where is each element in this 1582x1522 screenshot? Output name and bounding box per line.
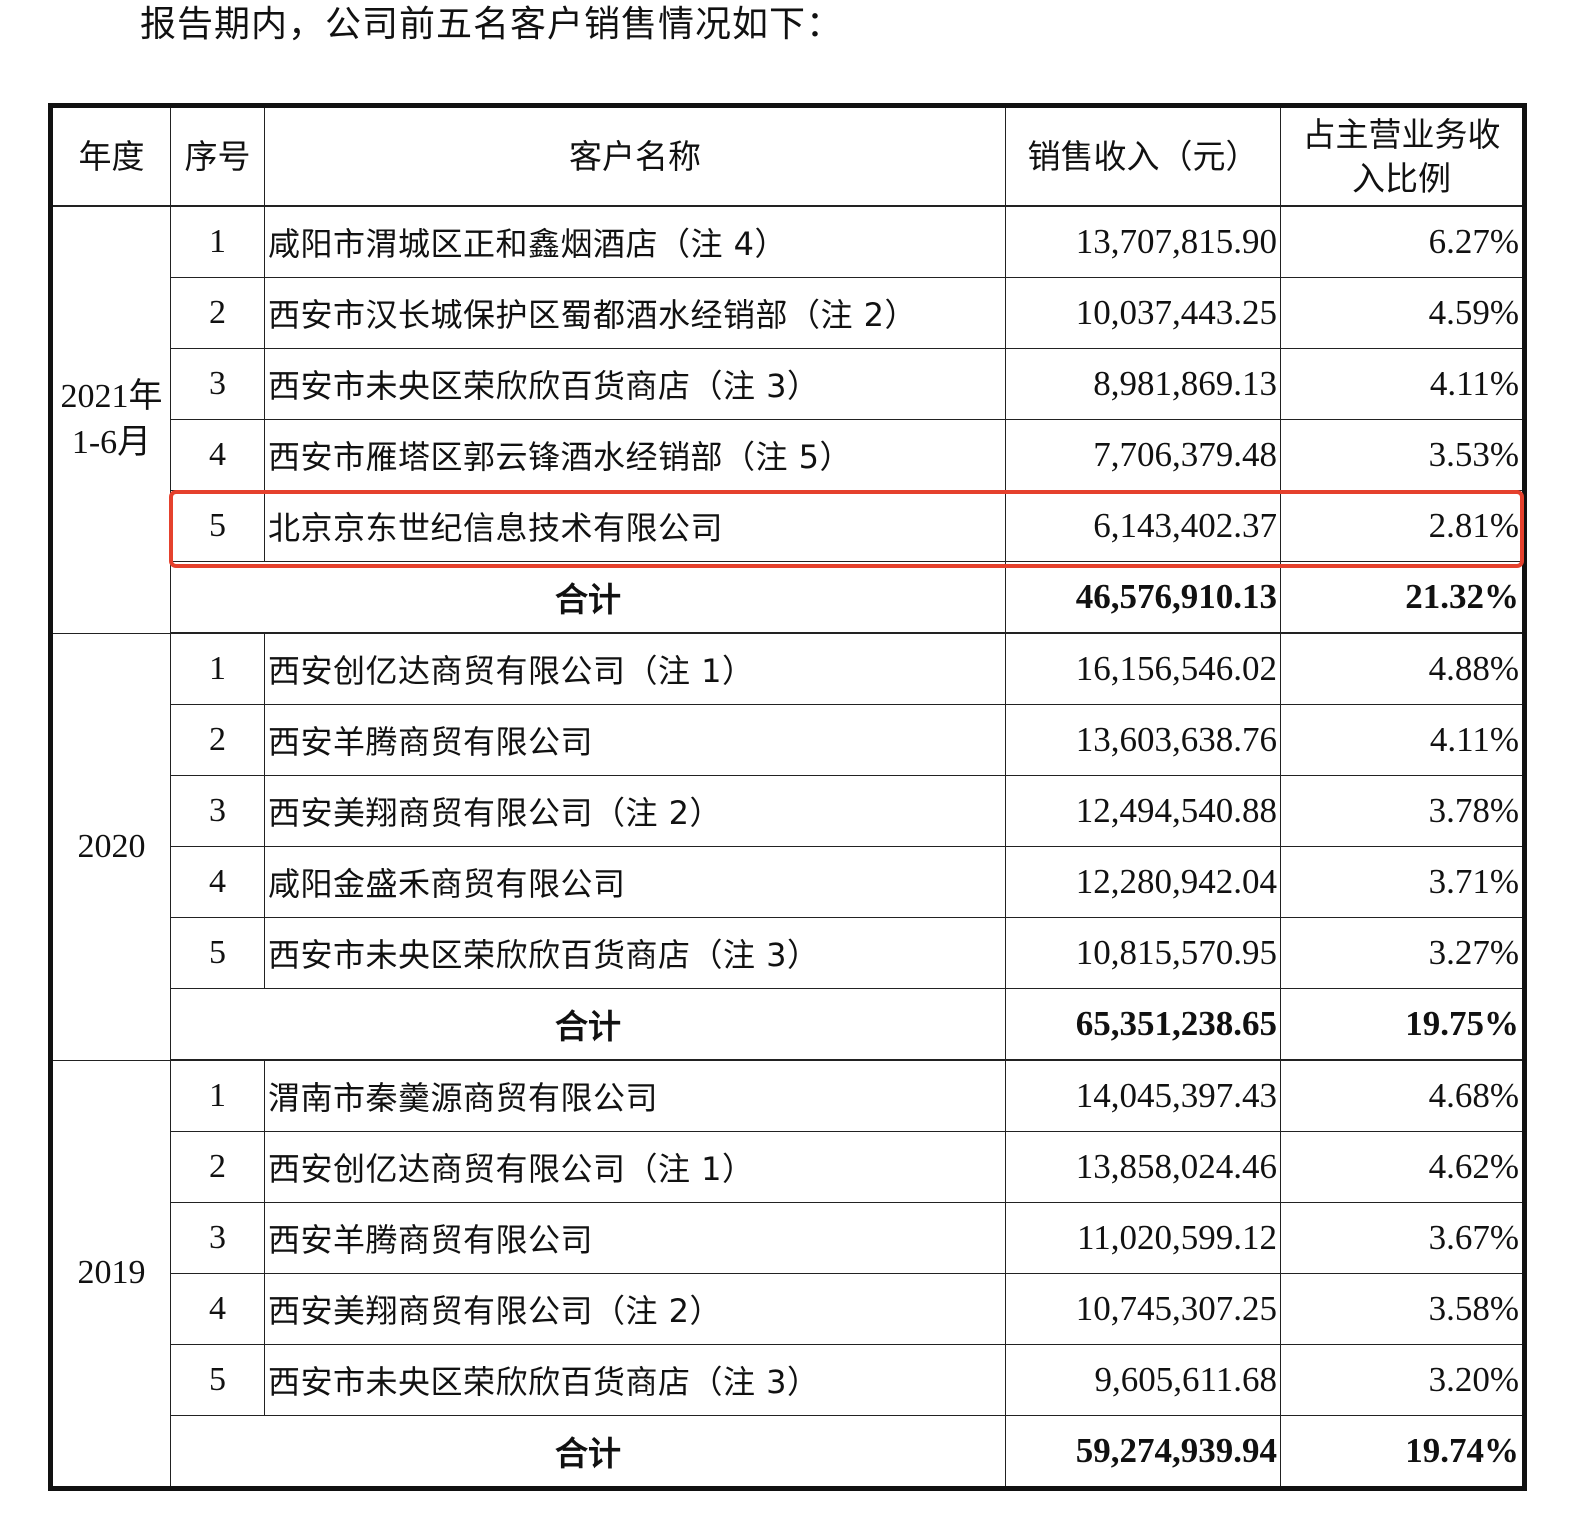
customer-name: 西安羊腾商贸有限公司	[264, 704, 1006, 776]
table-row: 5 西安市未央区荣欣欣百货商店（注 3） 10,815,570.95 3.27%	[51, 917, 1525, 989]
row-no: 3	[170, 775, 265, 847]
total-revenue: 59,274,939.94	[1005, 1415, 1281, 1489]
revenue-value: 13,603,638.76	[1005, 704, 1281, 776]
total-row: 合计 46,576,910.13 21.32%	[51, 561, 1525, 634]
revenue-value: 14,045,397.43	[1005, 1059, 1281, 1132]
table-row: 2021年1-6月 1 咸阳市渭城区正和鑫烟酒店（注 4） 13,707,815…	[50, 205, 1525, 634]
total-revenue-share: 19.75%	[1280, 988, 1525, 1061]
customer-name: 西安市雁塔区郭云锋酒水经销部（注 5）	[264, 419, 1006, 491]
table-row: 3 西安市未央区荣欣欣百货商店（注 3） 8,981,869.13 4.11%	[51, 348, 1525, 420]
revenue-value: 13,858,024.46	[1005, 1131, 1281, 1203]
revenue-value: 16,156,546.02	[1005, 632, 1281, 705]
total-revenue-share: 21.32%	[1280, 561, 1525, 634]
revenue-share-value: 3.20%	[1280, 1344, 1525, 1416]
revenue-share-value: 4.11%	[1280, 704, 1525, 776]
table-row: 2 西安羊腾商贸有限公司 13,603,638.76 4.11%	[51, 704, 1525, 776]
header-revenue-share: 占主营业务收入比例	[1280, 105, 1525, 207]
revenue-value: 9,605,611.68	[1005, 1344, 1281, 1416]
row-no: 4	[170, 1273, 265, 1345]
customer-name: 咸阳金盛禾商贸有限公司	[264, 846, 1006, 918]
revenue-value: 10,745,307.25	[1005, 1273, 1281, 1345]
table-row: 2019 1 渭南市秦羹源商贸有限公司 14,045,397.43 4.68%	[50, 1059, 1525, 1489]
customer-name: 渭南市秦羹源商贸有限公司	[264, 1059, 1006, 1132]
revenue-share-value: 4.59%	[1280, 277, 1525, 349]
revenue-share-value: 6.27%	[1280, 205, 1525, 278]
table-row: 2020 1 西安创亿达商贸有限公司（注 1） 16,156,546.02 4.…	[50, 632, 1525, 1061]
year-cell-2021h1: 2021年1-6月	[50, 205, 171, 634]
customer-name: 西安羊腾商贸有限公司	[264, 1202, 1006, 1274]
total-label: 合计	[170, 561, 1006, 634]
total-revenue: 65,351,238.65	[1005, 988, 1281, 1061]
revenue-value: 11,020,599.12	[1005, 1202, 1281, 1274]
table-row: 5 西安市未央区荣欣欣百货商店（注 3） 9,605,611.68 3.20%	[51, 1344, 1525, 1416]
revenue-value: 13,707,815.90	[1005, 205, 1281, 278]
customer-name: 西安创亿达商贸有限公司（注 1）	[264, 1131, 1006, 1203]
customer-name: 咸阳市渭城区正和鑫烟酒店（注 4）	[264, 205, 1006, 278]
row-no: 1	[170, 632, 265, 705]
header-revenue: 销售收入（元）	[1005, 105, 1281, 207]
intro-paragraph: 报告期内，公司前五名客户销售情况如下：	[140, 4, 844, 45]
top-five-customers-table: 年度 序号 客户名称 销售收入（元） 占主营业务收入比例 2021年1-6月 1…	[48, 103, 1527, 1491]
total-revenue: 46,576,910.13	[1005, 561, 1281, 634]
row-no: 3	[170, 348, 265, 420]
revenue-value: 7,706,379.48	[1005, 419, 1281, 491]
revenue-share-value: 2.81%	[1280, 490, 1525, 562]
customer-name: 西安创亿达商贸有限公司（注 1）	[264, 632, 1006, 705]
revenue-value: 10,037,443.25	[1005, 277, 1281, 349]
revenue-share-value: 3.58%	[1280, 1273, 1525, 1345]
table-row: 4 西安市雁塔区郭云锋酒水经销部（注 5） 7,706,379.48 3.53%	[51, 419, 1525, 491]
table-row: 3 西安美翔商贸有限公司（注 2） 12,494,540.88 3.78%	[51, 775, 1525, 847]
table-row: 3 西安羊腾商贸有限公司 11,020,599.12 3.67%	[51, 1202, 1525, 1274]
row-no: 3	[170, 1202, 265, 1274]
total-label: 合计	[170, 1415, 1006, 1489]
row-no: 2	[170, 704, 265, 776]
row-no: 1	[170, 205, 265, 278]
revenue-share-value: 3.78%	[1280, 775, 1525, 847]
row-no: 4	[170, 419, 265, 491]
revenue-share-value: 4.11%	[1280, 348, 1525, 420]
total-label: 合计	[170, 988, 1006, 1061]
revenue-value: 12,280,942.04	[1005, 846, 1281, 918]
header-year: 年度	[50, 105, 171, 207]
total-row: 合计 65,351,238.65 19.75%	[51, 988, 1525, 1061]
table-row: 2 西安市汉长城保护区蜀都酒水经销部（注 2） 10,037,443.25 4.…	[51, 277, 1525, 349]
customer-name: 西安市未央区荣欣欣百货商店（注 3）	[264, 1344, 1006, 1416]
revenue-share-value: 4.62%	[1280, 1131, 1525, 1203]
row-no: 1	[170, 1059, 265, 1132]
table-row: 4 咸阳金盛禾商贸有限公司 12,280,942.04 3.71%	[51, 846, 1525, 918]
revenue-share-value: 3.71%	[1280, 846, 1525, 918]
customer-name: 西安市未央区荣欣欣百货商店（注 3）	[264, 348, 1006, 420]
customer-name: 北京京东世纪信息技术有限公司	[264, 490, 1006, 562]
revenue-share-value: 3.27%	[1280, 917, 1525, 989]
year-cell-2019: 2019	[50, 1059, 171, 1489]
customer-name: 西安市未央区荣欣欣百货商店（注 3）	[264, 917, 1006, 989]
row-no: 5	[170, 1344, 265, 1416]
row-no: 5	[170, 917, 265, 989]
header-customer-name: 客户名称	[264, 105, 1006, 207]
row-no: 5	[170, 490, 265, 562]
year-cell-2020: 2020	[50, 632, 171, 1061]
table-row-highlighted: 5 北京京东世纪信息技术有限公司 6,143,402.37 2.81%	[51, 490, 1525, 562]
row-no: 4	[170, 846, 265, 918]
customer-name: 西安美翔商贸有限公司（注 2）	[264, 775, 1006, 847]
revenue-share-value: 3.67%	[1280, 1202, 1525, 1274]
revenue-value: 6,143,402.37	[1005, 490, 1281, 562]
row-no: 2	[170, 1131, 265, 1203]
header-no: 序号	[170, 105, 265, 207]
total-row: 合计 59,274,939.94 19.74%	[51, 1415, 1525, 1489]
table-header-row: 年度 序号 客户名称 销售收入（元） 占主营业务收入比例	[50, 105, 1525, 207]
revenue-value: 8,981,869.13	[1005, 348, 1281, 420]
total-revenue-share: 19.74%	[1280, 1415, 1525, 1489]
revenue-share-value: 3.53%	[1280, 419, 1525, 491]
customer-name: 西安美翔商贸有限公司（注 2）	[264, 1273, 1006, 1345]
revenue-value: 10,815,570.95	[1005, 917, 1281, 989]
revenue-share-value: 4.68%	[1280, 1059, 1525, 1132]
table-row: 4 西安美翔商贸有限公司（注 2） 10,745,307.25 3.58%	[51, 1273, 1525, 1345]
row-no: 2	[170, 277, 265, 349]
revenue-value: 12,494,540.88	[1005, 775, 1281, 847]
revenue-share-value: 4.88%	[1280, 632, 1525, 705]
table-row: 2 西安创亿达商贸有限公司（注 1） 13,858,024.46 4.62%	[51, 1131, 1525, 1203]
customer-name: 西安市汉长城保护区蜀都酒水经销部（注 2）	[264, 277, 1006, 349]
